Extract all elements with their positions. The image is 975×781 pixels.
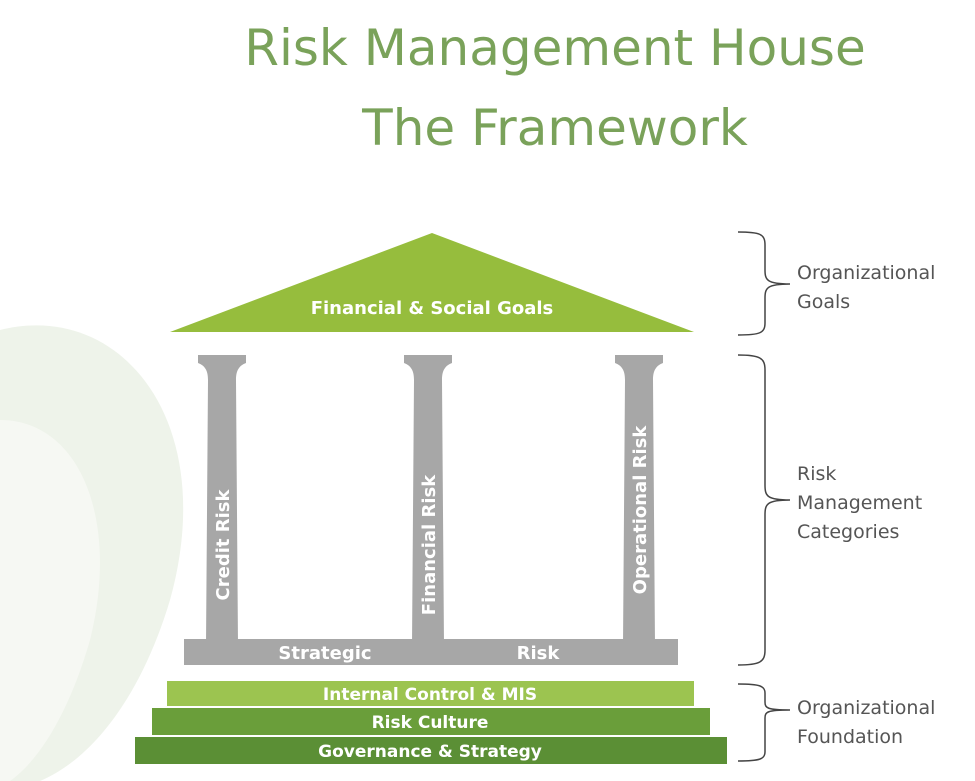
pillar-credit-risk: Credit Risk <box>198 355 246 645</box>
bracket-label-categories: Risk Management Categories <box>797 463 923 543</box>
step-label: Governance & Strategy <box>318 742 542 762</box>
pillar-financial-risk: Financial Risk <box>404 355 452 645</box>
pillar-label: Credit Risk <box>213 489 234 601</box>
bracket-label-foundation: Organizational Foundation <box>797 697 936 748</box>
step-label: Risk Culture <box>372 713 489 733</box>
step-risk-culture <box>152 708 710 735</box>
pillar-operational-risk: Operational Risk <box>615 355 663 645</box>
beam-label-right: Risk <box>517 643 561 664</box>
step-internal-control <box>167 681 694 706</box>
roof-label: Financial & Social Goals <box>311 298 554 319</box>
bracket-foundation <box>737 683 791 762</box>
step-governance <box>135 737 727 764</box>
step-label: Internal Control & MIS <box>323 685 537 705</box>
bracket-goals <box>737 231 791 336</box>
bracket-categories <box>737 354 791 666</box>
page-title-line2: The Framework <box>362 99 748 157</box>
roof <box>170 233 694 332</box>
pillar-label: Operational Risk <box>630 425 651 595</box>
bracket-label-goals: Organizational Goals <box>797 262 936 313</box>
pillar-label: Financial Risk <box>419 474 440 615</box>
page-title-line1: Risk Management House <box>244 19 866 77</box>
beam-label-left: Strategic <box>278 643 371 664</box>
